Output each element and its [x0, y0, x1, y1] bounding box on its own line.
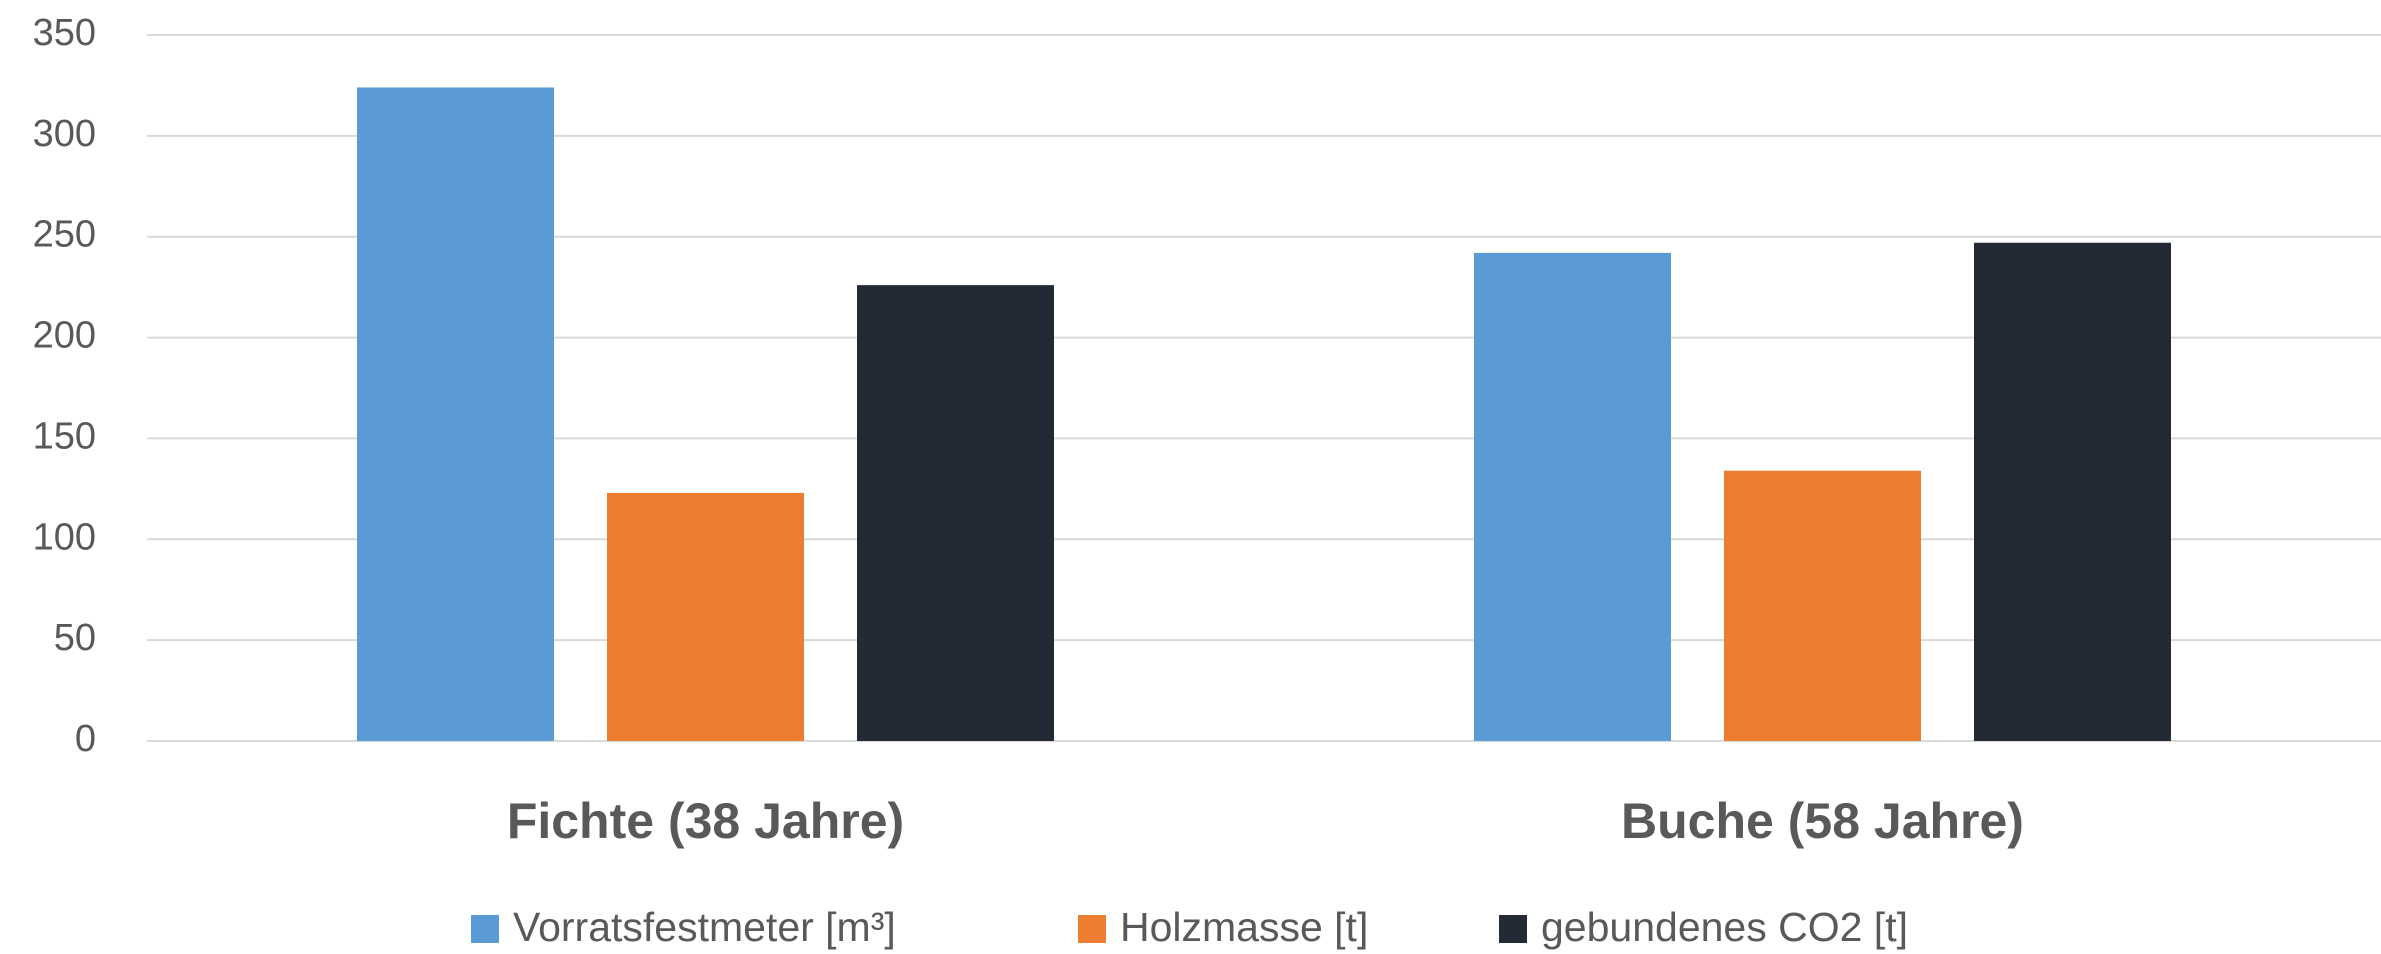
y-tick-label: 50: [54, 617, 96, 659]
bar: [607, 492, 804, 741]
y-tick-label: 100: [33, 516, 96, 558]
bar: [1724, 470, 1921, 741]
y-tick-label: 200: [33, 315, 96, 357]
legend-swatch: [471, 915, 499, 943]
y-tick-label: 350: [33, 12, 96, 54]
legend-label: Vorratsfestmeter [m³]: [513, 904, 896, 950]
x-tick-label: Buche (58 Jahre): [1621, 793, 2024, 849]
bar: [1974, 242, 2171, 741]
y-tick-label: 0: [75, 718, 96, 760]
x-tick-label: Fichte (38 Jahre): [507, 793, 904, 849]
legend-swatch: [1078, 915, 1106, 943]
bar: [857, 285, 1054, 741]
legend-label: gebundenes CO2 [t]: [1541, 904, 1908, 950]
legend-label: Holzmasse [t]: [1120, 904, 1368, 950]
bar: [1474, 252, 1671, 741]
y-tick-label: 250: [33, 214, 96, 256]
y-tick-label: 150: [33, 415, 96, 457]
bar: [357, 87, 554, 741]
legend-swatch: [1499, 915, 1527, 943]
y-tick-label: 300: [33, 113, 96, 155]
